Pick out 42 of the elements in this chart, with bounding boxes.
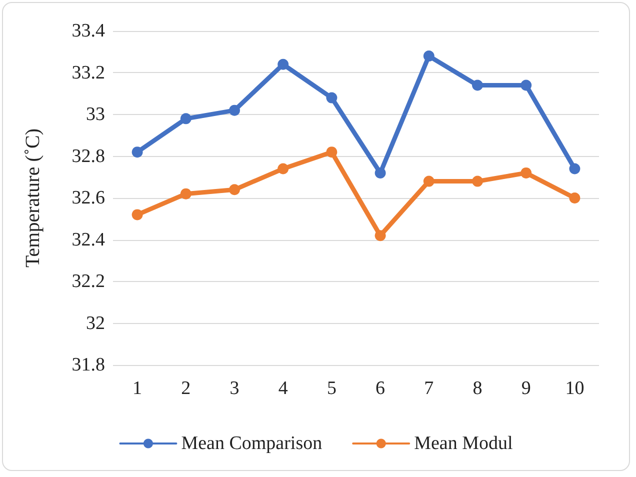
point	[278, 58, 289, 70]
y-tick-label: 32.2	[72, 271, 105, 292]
point	[423, 176, 434, 187]
point	[229, 104, 240, 116]
y-tick-label: 33	[86, 104, 105, 125]
point	[278, 163, 289, 174]
point	[326, 92, 338, 104]
point	[569, 192, 580, 204]
x-tick-label: 10	[565, 378, 584, 399]
x-tick-label: 3	[230, 378, 240, 399]
point	[180, 113, 192, 124]
point	[326, 146, 338, 158]
x-tick-label: 7	[424, 378, 434, 399]
point	[374, 167, 386, 178]
point	[229, 184, 240, 196]
y-tick-label: 32.4	[72, 229, 106, 250]
legend-label: Mean Modul	[414, 433, 513, 454]
x-tick-label: 8	[472, 378, 482, 399]
point	[132, 209, 143, 220]
point	[180, 188, 192, 200]
y-tick-label: 32.6	[72, 188, 105, 208]
x-tick-label: 4	[278, 378, 288, 399]
x-tick-label: 9	[521, 378, 531, 399]
y-tick-label: 33.4	[72, 20, 106, 42]
point	[569, 163, 580, 174]
y-tick-label: 32.8	[72, 146, 105, 167]
x-tick-label: 5	[326, 378, 336, 399]
y-tick-label: 31.8	[72, 354, 105, 376]
point	[423, 50, 434, 62]
point	[520, 167, 532, 178]
y-tick-label: 33.2	[72, 62, 105, 84]
y-tick-label: 32	[86, 312, 105, 334]
y-axis-title: Temperature (˚C)	[22, 128, 44, 268]
legend-label: Mean Comparison	[181, 433, 323, 454]
x-tick-label: 6	[376, 378, 386, 399]
point	[472, 80, 483, 91]
x-tick-label: 1	[132, 378, 142, 399]
point	[520, 80, 532, 91]
point	[132, 146, 143, 158]
point	[472, 176, 483, 187]
x-tick-label: 2	[181, 378, 191, 399]
point	[374, 230, 386, 242]
